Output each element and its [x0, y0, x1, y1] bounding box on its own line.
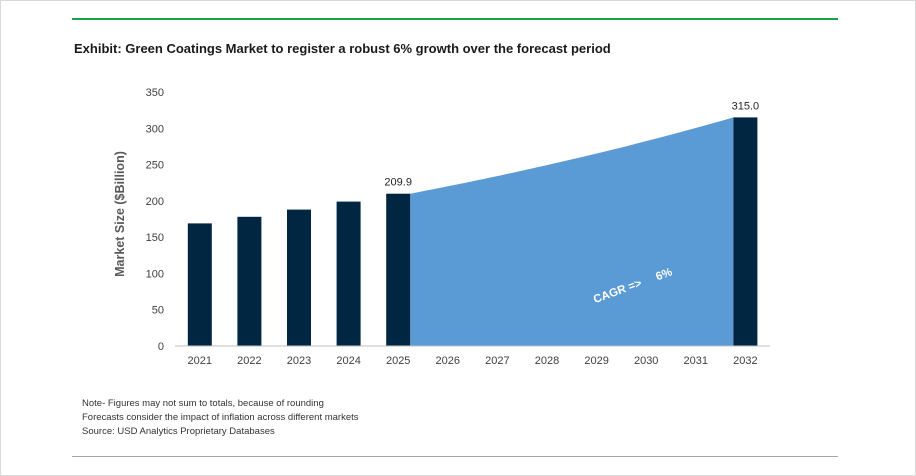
y-axis: 0 50 100 150 200 250 300 350 [146, 87, 164, 353]
note-inflation: Forecasts consider the impact of inflati… [82, 412, 359, 423]
top-accent-rule [72, 18, 838, 20]
x-tick-label: 2027 [485, 355, 509, 367]
x-tick-label: 2023 [287, 355, 311, 367]
y-tick-label: 0 [158, 341, 164, 353]
y-tick-label: 250 [146, 160, 164, 172]
x-tick-label: 2021 [188, 355, 212, 367]
chart-title: Exhibit: Green Coatings Market to regist… [74, 41, 611, 56]
bar-2024 [336, 201, 361, 346]
x-tick-label: 2031 [684, 355, 708, 367]
y-axis-label: Market Size ($Billion) [113, 151, 127, 277]
forecast-area-layer [410, 117, 734, 347]
bar-2021 [187, 223, 212, 346]
bottom-rule [72, 456, 838, 457]
data-label: 209.9 [384, 177, 412, 189]
y-tick-label: 100 [146, 268, 164, 280]
x-tick-label: 2029 [584, 355, 608, 367]
x-tick-label: 2025 [386, 355, 410, 367]
note-source: Source: USD Analytics Proprietary Databa… [82, 426, 275, 437]
data-label: 315.0 [732, 100, 760, 112]
bar-2023 [287, 209, 311, 346]
x-tick-label: 2028 [535, 355, 559, 367]
y-tick-label: 300 [146, 123, 164, 135]
x-tick-label: 2032 [733, 355, 757, 367]
x-tick-label: 2022 [237, 355, 261, 367]
bar-2032 [733, 117, 758, 347]
x-tick-label: 2026 [436, 355, 460, 367]
data-labels-layer: 209.9 315.0 [384, 100, 759, 188]
y-tick-label: 200 [146, 196, 164, 208]
x-axis: 2021 2022 2023 2024 2025 2026 2027 2028 2029 2030… [175, 345, 771, 367]
x-tick-label: 2024 [336, 355, 360, 367]
footnotes: Note- Figures may not sum to totals, bec… [82, 397, 359, 439]
bar-2022 [237, 216, 262, 346]
bars-layer [187, 117, 758, 347]
y-tick-label: 50 [152, 305, 164, 317]
note-rounding: Note- Figures may not sum to totals, bec… [82, 398, 324, 409]
forecast-area [410, 117, 734, 347]
y-tick-label: 150 [146, 232, 164, 244]
x-tick-label: 2030 [634, 355, 658, 367]
y-tick-label: 350 [146, 87, 164, 99]
bar-2025 [386, 193, 411, 346]
